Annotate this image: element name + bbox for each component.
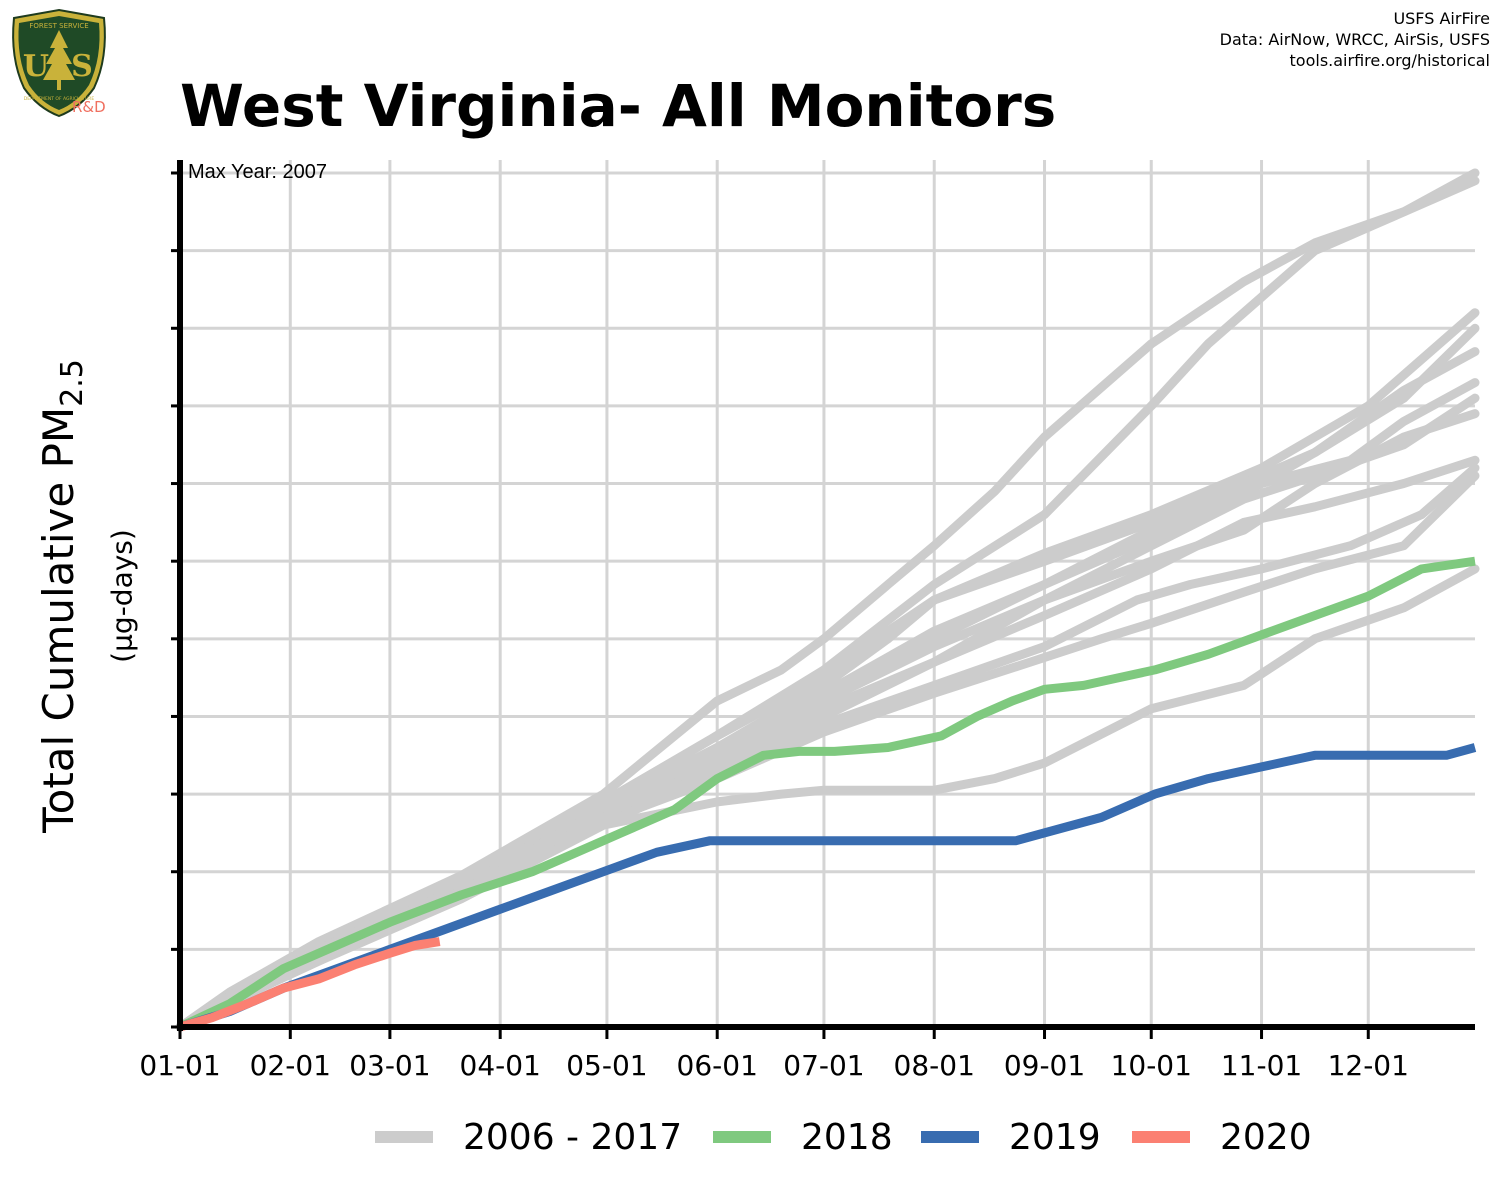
x-tick-label: 10-01 — [1111, 1049, 1192, 1082]
x-tick-label: 11-01 — [1221, 1049, 1302, 1082]
credits-line-3: tools.airfire.org/historical — [1289, 51, 1490, 70]
legend-label: 2020 — [1220, 1116, 1312, 1158]
series-line-2020 — [178, 937, 441, 1032]
svg-text:U: U — [23, 49, 49, 84]
gridlines — [178, 160, 1475, 1029]
legend-item: 2020 — [1132, 1112, 1312, 1162]
credits-line-1: USFS AirFire — [1393, 9, 1490, 28]
x-tick-label: 05-01 — [566, 1049, 647, 1082]
svg-text:DEPARTMENT OF AGRICULTURE: DEPARTMENT OF AGRICULTURE — [24, 96, 95, 102]
history-series-line — [175, 168, 1480, 1032]
credits-line-2: Data: AirNow, WRCC, AirSis, USFS — [1219, 30, 1490, 49]
legend: 2006 - 2017 2018 2019 2020 — [0, 1112, 1500, 1162]
history-series-line — [175, 455, 1480, 1032]
legend-swatch — [375, 1131, 433, 1143]
max-year-annotation: Max Year: 2007 — [188, 161, 327, 183]
legend-label: 2006 - 2017 — [463, 1116, 683, 1158]
history-lines — [175, 168, 1480, 1032]
legend-item: 2006 - 2017 — [375, 1112, 682, 1162]
x-tick-label: 08-01 — [894, 1049, 975, 1082]
legend-item: 2018 — [713, 1112, 893, 1162]
legend-swatch — [921, 1131, 979, 1143]
chart-title: West Virginia- All Monitors — [180, 72, 1057, 140]
axes: 01-01 02-01 03-01 04-01 05-01 06-01 07-01 08-01… — [139, 160, 1475, 1082]
legend-label: 2018 — [801, 1116, 893, 1158]
svg-text:FOREST SERVICE: FOREST SERVICE — [29, 22, 88, 30]
svg-text:S: S — [71, 49, 93, 84]
legend-label: 2019 — [1009, 1116, 1101, 1158]
x-tick-label: 09-01 — [1004, 1049, 1085, 1082]
legend-swatch — [1132, 1131, 1190, 1143]
x-tick-label: 07-01 — [783, 1049, 864, 1082]
year-lines — [178, 556, 1477, 1032]
x-tick-label: 04-01 — [460, 1049, 541, 1082]
series-line-2018 — [178, 556, 1476, 1032]
x-tick-label: 06-01 — [677, 1049, 758, 1082]
credits: USFS AirFire Data: AirNow, WRCC, AirSis,… — [1220, 8, 1490, 71]
history-series-line — [175, 409, 1480, 1032]
legend-item: 2019 — [921, 1112, 1101, 1162]
x-tick-label: 03-01 — [349, 1049, 430, 1082]
shield-icon: U S FOREST SERVICE DEPARTMENT OF AGRICUL… — [12, 8, 106, 118]
legend-swatch — [713, 1131, 771, 1143]
x-tick-label: 12-01 — [1328, 1049, 1409, 1082]
x-tick-label: 01-01 — [139, 1049, 220, 1082]
forest-service-logo: U S FOREST SERVICE DEPARTMENT OF AGRICUL… — [8, 8, 110, 120]
history-series-line — [175, 176, 1480, 1032]
rd-label: R&D — [72, 98, 106, 116]
x-tick-label: 02-01 — [250, 1049, 331, 1082]
